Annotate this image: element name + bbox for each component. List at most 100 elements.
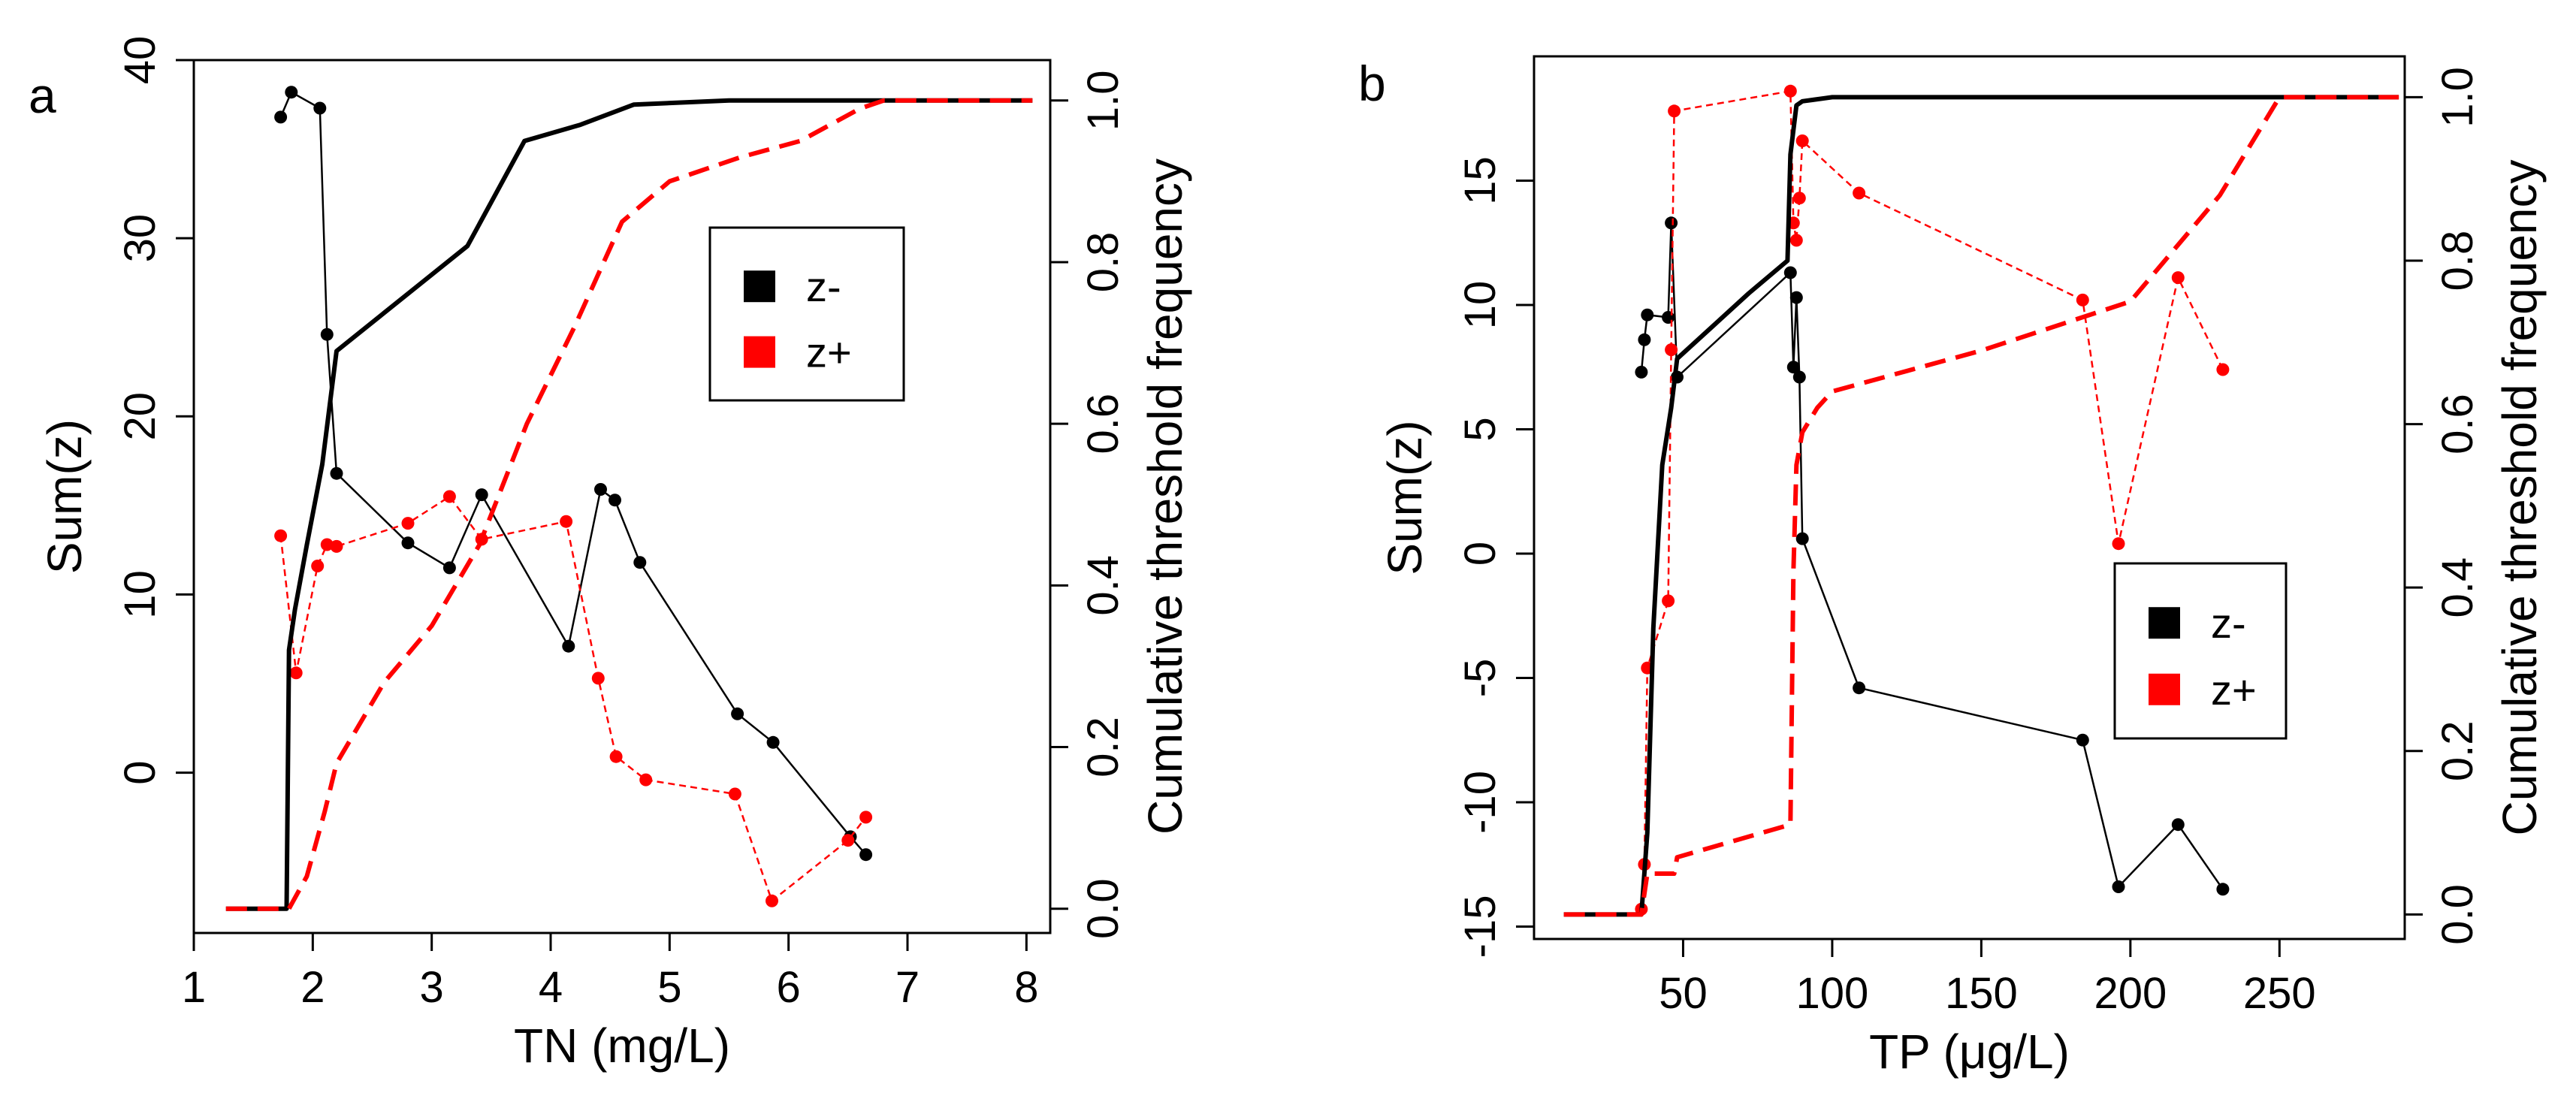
legend-box [708,226,905,402]
sum-z-point-z-minus [285,86,298,99]
sum-z-point-z-minus [1635,365,1648,379]
sum-z-point-z-plus [2216,363,2230,376]
panel-a-tn-chart: 1 2 3 4 5 6 7 8 0 10 20 30 40 0.0 0.2 0.4 0.6 0.8 1.0 TN (m… [29,36,1192,1073]
y-right-tick-label: 0.0 [2433,884,2482,945]
sum-z-point-z-minus [330,466,343,480]
sum-z-point-z-plus [728,787,741,801]
sum-z-point-z-plus [841,834,855,847]
legend-swatch-z-minus [744,270,775,303]
sum-z-point-z-minus [859,848,873,862]
sum-z-point-z-plus [311,560,325,572]
sum-z-line-z-plus [1640,89,2224,910]
legend-label: z+ [2211,666,2257,714]
cumulative-frequency-line-z-plus [225,98,1033,911]
sum-z-point-z-minus [320,328,334,341]
sum-z-point-z-minus [2171,818,2185,832]
sum-z-point-z-plus [1662,594,1675,608]
panel-b-tp-chart: 50 100 150 200 250 -15 -10 -5 0 5 10 15 0.0 0.2 0.4 0.6… [1358,55,2547,1079]
sum-z-point-z-minus [401,536,415,550]
sum-z-point-z-minus [1783,266,1797,279]
cumulative-frequency-line-z-minus [1563,95,2399,917]
legend-swatch-z-plus [744,336,775,368]
y-tick-label: -15 [1456,895,1505,959]
sum-z-point-z-minus [562,639,575,653]
y-axis-label: Sum(z) [1378,420,1432,575]
x-tick-label: 100 [1796,969,1869,1018]
cumulative-frequency-line-z-plus [1563,95,2399,917]
sum-z-point-z-plus [401,517,415,530]
sum-z-line-z-plus [279,495,867,903]
sum-z-point-z-minus [766,735,780,749]
plot-frame [192,59,1052,934]
sum-z-point-z-plus [2076,293,2089,306]
y-right-tick-label: 0.2 [1079,717,1128,777]
x-tick-label: 1 [182,963,206,1012]
y-right-tick-label: 0.4 [2433,557,2482,618]
sum-z-point-z-plus [330,539,343,553]
x-tick-label: 4 [539,963,563,1012]
y-right-tick-label: 0.4 [1079,555,1128,616]
y-right-axis-label: Cumulative threshold frequency [1138,158,1192,835]
cumulative-frequency-line-z-minus [225,98,1033,911]
sum-z-point-z-plus [766,894,778,907]
sum-z-point-z-minus [274,110,288,124]
sum-z-point-z-plus [1789,234,1803,247]
sum-z-point-z-minus [1665,216,1678,230]
sum-z-point-z-plus [2171,271,2185,285]
y-tick-label: 10 [1456,281,1505,330]
legend-label: z- [2211,599,2246,647]
sum-z-point-z-minus [1795,532,1809,545]
sum-z-point-z-plus [1668,104,1681,118]
x-tick-label: 7 [895,963,920,1012]
y-right-axis-label: Cumulative threshold frequency [2493,159,2547,835]
y-right-tick-label: 1.0 [2433,67,2482,128]
x-tick-label: 8 [1014,963,1038,1012]
legend-label: z+ [806,329,852,376]
sum-z-point-z-minus [475,488,488,502]
sum-z-point-z-minus [609,494,621,507]
x-tick-label: 6 [777,963,801,1012]
legend-label: z- [806,263,841,310]
x-tick-label: 5 [657,963,681,1012]
y-tick-label: 0 [116,760,165,784]
sum-z-point-z-minus [2216,883,2230,896]
x-tick-label: 250 [2243,969,2316,1018]
sum-z-point-z-plus [320,538,334,551]
sum-z-line-z-minus [1640,222,2224,890]
sum-z-point-z-plus [609,750,623,763]
sum-z-point-z-plus [442,490,456,503]
y-axis-label: Sum(z) [38,419,92,574]
y-tick-label: 15 [1456,156,1505,205]
x-tick-label: 200 [2094,969,2167,1018]
sum-z-point-z-plus [1792,192,1806,205]
sum-z-point-z-plus [2112,537,2125,551]
sum-z-point-z-minus [1853,681,1866,695]
sum-z-point-z-minus [1789,291,1803,304]
sum-z-point-z-minus [731,707,744,720]
sum-z-point-z-plus [1795,134,1809,147]
sum-z-point-z-plus [1665,343,1678,357]
sum-z-point-z-plus [1853,186,1866,200]
legend-swatch-z-minus [2149,607,2180,639]
x-axis-label: TP (μg/L) [1869,1025,2070,1079]
legend-swatch-z-plus [2149,673,2180,705]
y-tick-label: 5 [1456,417,1505,441]
sum-z-point-z-minus [1662,311,1675,324]
x-axis-label: TN (mg/L) [514,1019,730,1073]
sum-z-point-z-minus [2112,880,2125,893]
legend-box [2113,562,2288,740]
sum-z-point-z-minus [1786,361,1800,374]
sum-z-point-z-minus [1792,370,1806,384]
sum-z-point-z-minus [1638,333,1651,346]
sum-z-point-z-minus [313,101,327,115]
x-tick-label: 150 [1945,969,2018,1018]
y-right-tick-label: 0.6 [1079,394,1128,454]
sum-z-line-z-minus [279,90,867,856]
sum-z-point-z-plus [639,773,653,786]
sum-z-point-z-minus [442,561,456,575]
sum-z-point-z-minus [633,556,647,569]
y-right-tick-label: 0.2 [2433,720,2482,781]
sum-z-point-z-plus [591,672,605,685]
sum-z-point-z-plus [1783,84,1797,98]
